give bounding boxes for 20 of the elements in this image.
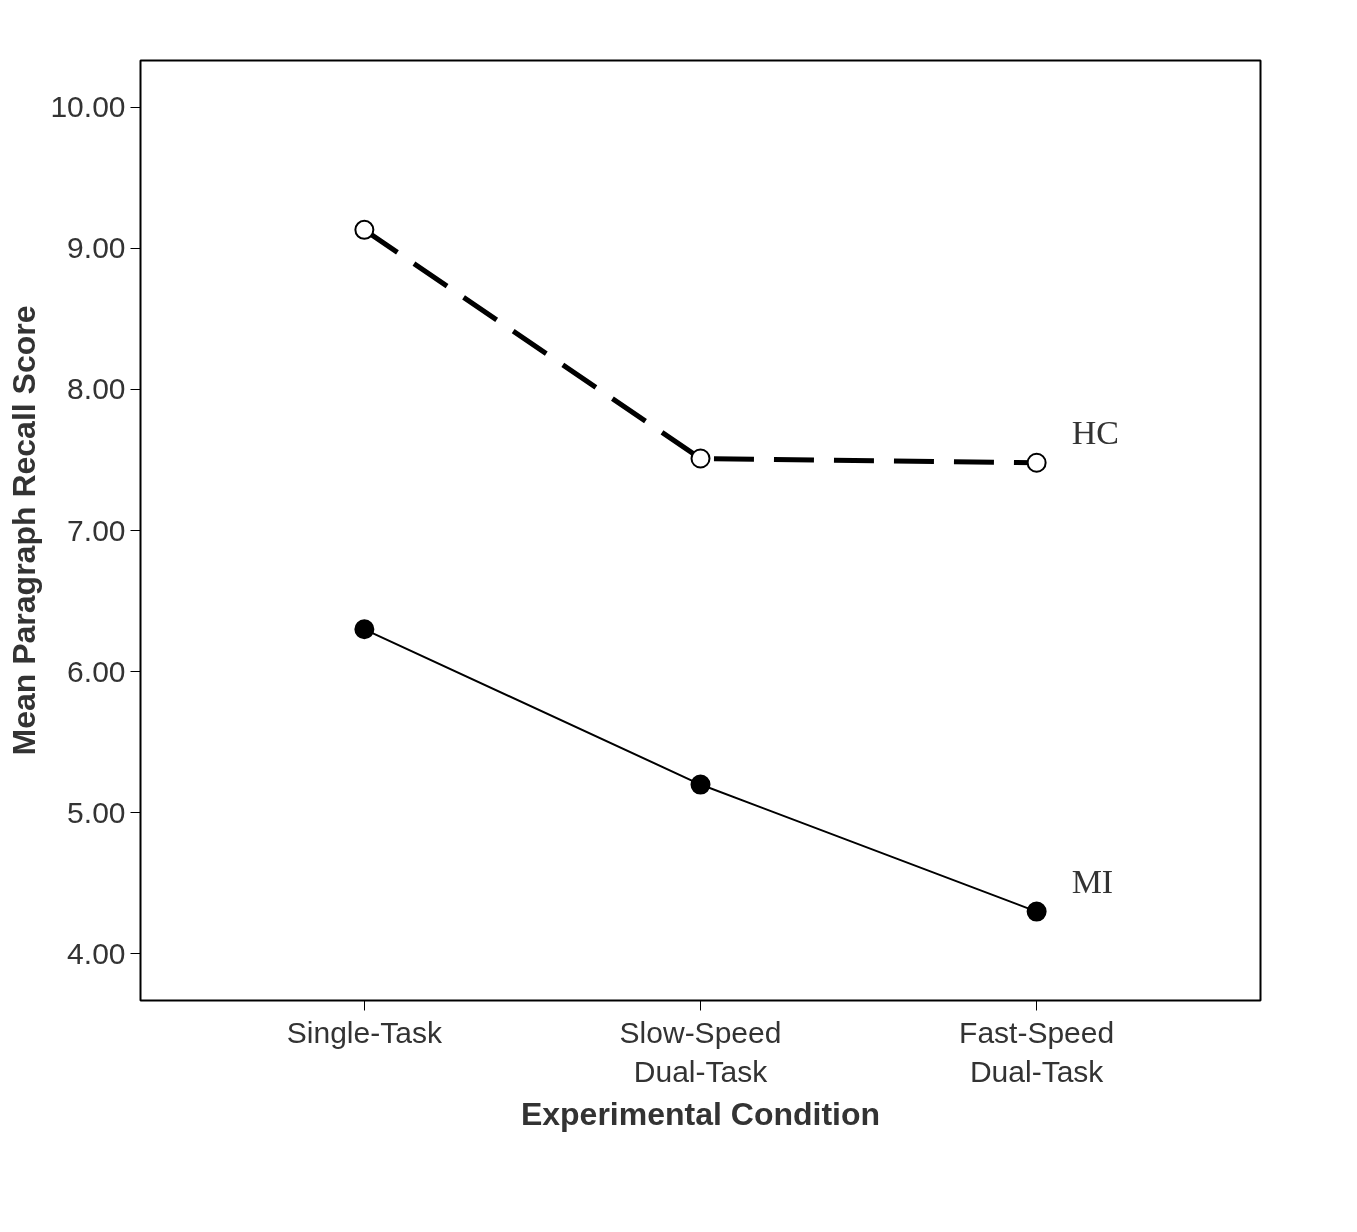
point (1026, 901, 1047, 922)
point (354, 219, 375, 240)
point (690, 774, 711, 795)
point (354, 619, 375, 640)
y-tick-label: 7.00 (67, 513, 126, 547)
x-tick-label: Single-Task (286, 1015, 443, 1049)
y-tick-label: 10.00 (50, 90, 126, 124)
y-tick-label: 9.00 (67, 231, 126, 265)
series-label: MI (1071, 862, 1114, 900)
point (690, 448, 711, 469)
series-label: HC (1071, 413, 1119, 451)
y-tick-label: 6.00 (67, 654, 126, 688)
y-tick-label: 4.00 (67, 936, 126, 970)
x-tick-label: Fast-Speed Dual-Task (959, 1015, 1115, 1089)
x-tick-label: Slow-Speed Dual-Task (619, 1015, 782, 1089)
y-tick-label: 5.00 (67, 795, 126, 829)
y-tick-label: 8.00 (67, 372, 126, 406)
x-axis-title: Experimental Condition (520, 1096, 881, 1133)
point (1026, 452, 1047, 473)
y-axis-title: Mean Paragraph Recall Score (6, 305, 43, 756)
